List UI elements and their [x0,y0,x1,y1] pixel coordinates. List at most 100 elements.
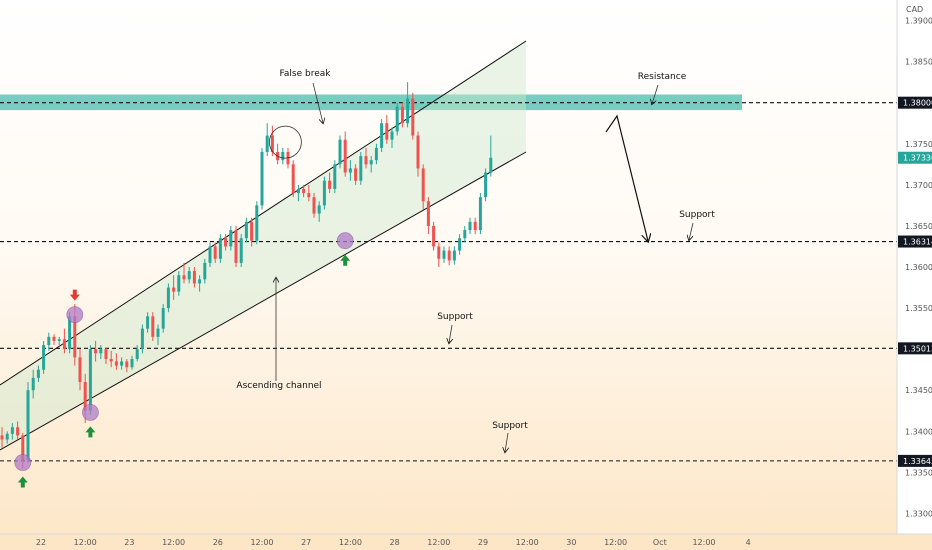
green-up-arrow-icon [85,426,96,438]
x-tick-label: 12:00 [162,538,185,547]
candle-body [99,349,103,354]
price-label-box [898,235,932,248]
candle-body [432,225,436,247]
candle-body [57,339,61,341]
candle-body [36,369,40,378]
candle-body [213,246,217,259]
x-tick-label: 12:00 [427,538,450,547]
annotation-label: Resistance [638,72,687,82]
candle-body [16,427,20,436]
candle-body [255,205,259,241]
candle-body [312,197,316,214]
y-tick-label: 1.37000 [905,181,932,190]
candle-body [302,188,306,194]
y-tick-label: 1.38500 [905,58,932,67]
candle-body [380,123,384,148]
projection-path [605,114,648,241]
x-tick-label: 29 [478,538,488,547]
candle-body [369,160,373,165]
candle-body [161,308,165,329]
channel-lower-line [0,151,527,451]
support-leader [689,222,694,240]
x-tick-label: 12:00 [74,538,97,547]
candle-body [83,382,87,411]
swing-circle-marker [14,454,32,471]
x-tick-label: 12:00 [604,538,627,547]
candle-body [421,168,425,202]
candle-body [62,339,66,350]
resistance-leader [652,84,659,104]
candle-body [333,164,337,189]
candle-body [177,275,181,292]
y-tick-label: 1.36500 [905,222,932,231]
candle-body [354,168,358,181]
candle-body [484,172,488,198]
candle-body [281,151,285,161]
candle-body [265,135,269,152]
candle-body [130,359,134,368]
candle-body [135,349,139,360]
candle-body [5,433,9,440]
candle-body [374,147,378,161]
false-break-circle [268,125,302,159]
candle-body [26,390,30,461]
x-tick-label: 26 [213,538,223,547]
x-tick-label: 12:00 [516,538,539,547]
annotation-label: Support [492,421,528,431]
candle-body [426,201,430,226]
candle-body [21,435,25,461]
candle-body [47,336,51,346]
price-label-text: 1.33643 [903,457,932,466]
candle-body [307,193,311,198]
support-leader [449,324,452,343]
candle-body [198,279,202,284]
y-tick-label: 1.36000 [905,263,932,272]
candle-body [31,377,35,391]
candle-body [0,435,4,440]
candle-body [192,271,196,284]
candle-body [317,205,321,214]
swing-circle-marker [66,306,84,324]
price-label-text: 1.36314 [903,238,932,247]
candle-body [88,349,92,411]
candle-body [172,287,176,292]
x-tick-label: 27 [301,538,311,547]
candle-body [328,180,332,189]
candle-body [146,316,150,329]
channel-fill [0,41,526,450]
candle-body [10,427,14,434]
red-down-arrow-icon [69,289,80,301]
candle-body [208,246,212,263]
candle-body [411,98,415,136]
price-label-text: 1.35013 [903,344,932,353]
x-tick-label: Oct [653,538,667,547]
candle-body [442,250,446,259]
y-tick-label: 1.39000 [905,17,932,26]
y-tick-label: 1.33000 [905,509,932,518]
candle-body [94,349,98,354]
x-tick-label: 23 [124,538,134,547]
candle-body [468,221,472,231]
swing-circle-marker [336,232,354,250]
price-label-box [898,342,932,355]
candle-body [239,238,243,263]
x-tick-label: 12:00 [250,538,273,547]
candle-body [125,361,129,368]
green-up-arrow-icon [17,476,28,488]
annotation-label: False break [280,69,332,79]
y-tick-label: 1.33500 [905,468,932,477]
x-tick-label: 4 [746,538,751,547]
candle-body [187,271,191,280]
annotation-label: Support [679,210,715,220]
time-axis-panel [0,534,932,550]
candle-body [42,345,46,370]
candle-body [322,180,326,206]
candle-body [348,168,352,173]
y-tick-label: 1.34500 [905,386,932,395]
false-break-leader [312,82,323,123]
candle-body [68,316,72,350]
x-tick-label: 28 [390,538,400,547]
candle-body [182,275,186,280]
price-label-text: 1.37330 [903,154,932,163]
candle-body [296,188,300,194]
